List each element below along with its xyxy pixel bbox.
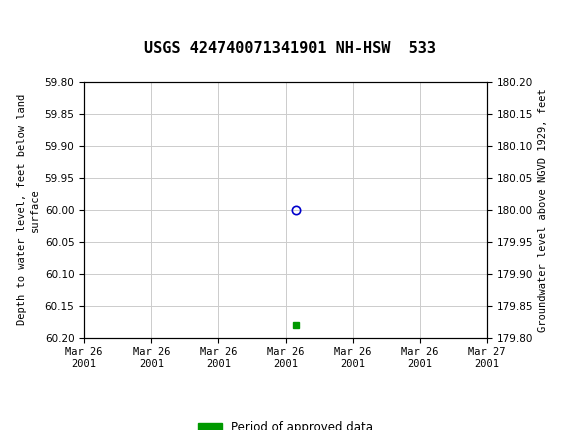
Y-axis label: Groundwater level above NGVD 1929, feet: Groundwater level above NGVD 1929, feet xyxy=(538,88,548,332)
Text: USGS 424740071341901 NH-HSW  533: USGS 424740071341901 NH-HSW 533 xyxy=(144,41,436,56)
Y-axis label: Depth to water level, feet below land
surface: Depth to water level, feet below land su… xyxy=(17,94,41,325)
Legend: Period of approved data: Period of approved data xyxy=(193,417,378,430)
Text: USGS: USGS xyxy=(32,10,72,28)
Text: ▒: ▒ xyxy=(9,9,20,30)
